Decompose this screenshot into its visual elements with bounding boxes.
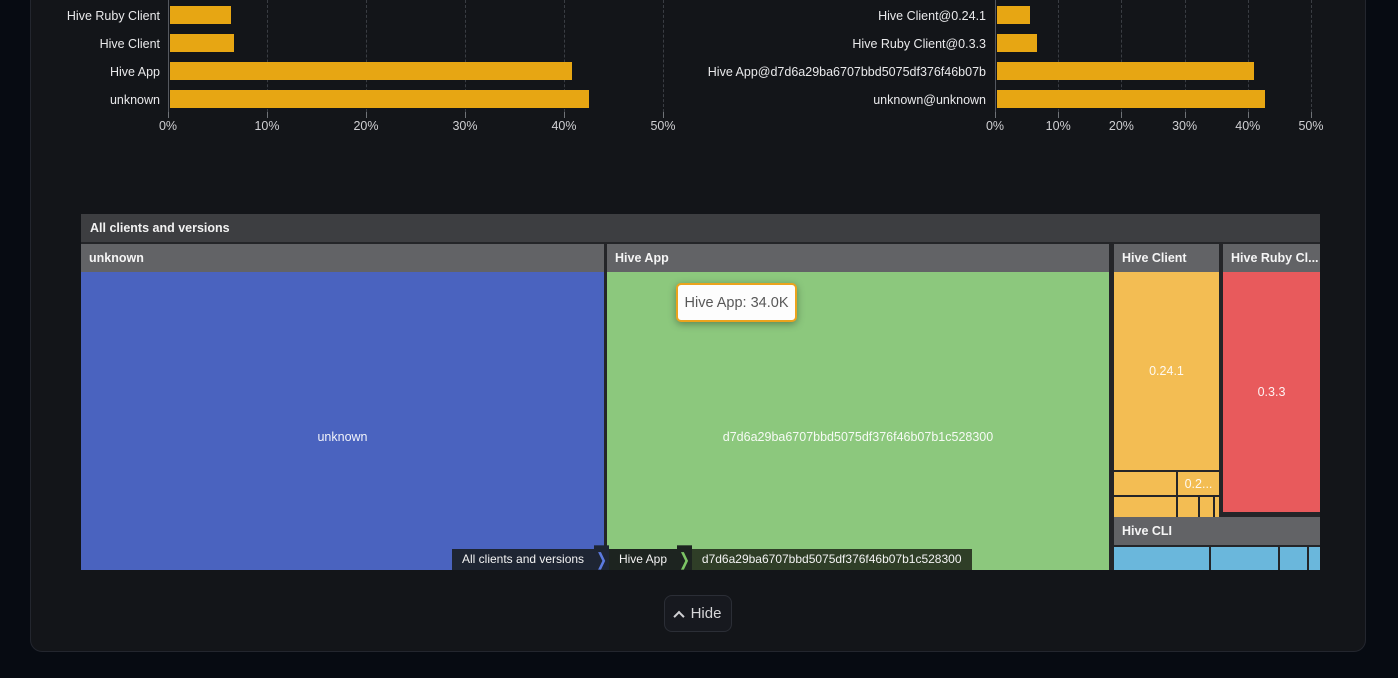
tick-mark (1058, 112, 1060, 118)
category-label: unknown (109, 93, 160, 107)
x-axis-tick-label: 0% (158, 119, 178, 133)
tick-mark (564, 112, 565, 118)
treemap-title[interactable]: All clients and versions (81, 214, 1320, 242)
category-label: Hive Ruby Client@0.3.3 (852, 37, 986, 51)
treemap-tile-label: 0.2... (1184, 476, 1213, 491)
tooltip: Hive App: 34.0K (676, 283, 797, 322)
treemap-tile-label: 0. (1288, 568, 1298, 571)
x-axis-tick-label: 40% (1235, 119, 1261, 133)
tick-mark (995, 112, 996, 118)
treemap-tile[interactable] (1114, 497, 1176, 520)
treemap-tile[interactable] (1178, 497, 1198, 520)
gridline (1121, 0, 1123, 112)
treemap-tile-label: 0.24.1 (1149, 364, 1184, 378)
breadcrumb-item[interactable]: d7d6a29ba6707bbd5075df376f46b07b1c528300 (691, 549, 972, 570)
category-label: Hive Client@0.24.1 (878, 9, 986, 23)
bar[interactable] (170, 34, 235, 52)
gridline (168, 0, 169, 112)
treemap-section-header[interactable]: Hive Ruby Cl... (1223, 244, 1320, 272)
bar[interactable] (170, 90, 589, 108)
gridline (1058, 0, 1060, 112)
x-axis-tick-label: 10% (254, 119, 280, 133)
tick-mark (1184, 112, 1186, 118)
treemap-tile[interactable]: 0. (1280, 547, 1307, 570)
bar[interactable] (997, 90, 1265, 108)
gridline (267, 0, 268, 112)
tick-mark (465, 112, 466, 118)
hide-button[interactable]: Hide (664, 595, 732, 632)
treemap-section-header[interactable]: Hive Client (1114, 244, 1219, 272)
gridline (1247, 0, 1249, 112)
hide-button-label: Hide (690, 605, 722, 622)
treemap-tile[interactable]: 0.24.1 (1114, 272, 1219, 470)
chevron-right-icon: ❯ (677, 545, 692, 570)
gridline (564, 0, 565, 112)
treemap: All clients and versions unknown unknown H… (81, 214, 1320, 570)
treemap-tile[interactable] (1215, 497, 1219, 520)
x-axis-tick-label: 10% (1045, 119, 1071, 133)
bar[interactable] (997, 34, 1037, 52)
x-axis-tick-label: 50% (1298, 119, 1324, 133)
bar[interactable] (997, 62, 1254, 80)
gridline (366, 0, 367, 112)
tick-mark (1121, 112, 1123, 118)
tick-mark (1247, 112, 1249, 118)
x-axis-tick-label: 40% (551, 119, 577, 133)
treemap-tile[interactable] (1114, 472, 1176, 495)
gridline (1311, 0, 1312, 112)
treemap-section-header[interactable]: Hive CLI (1114, 517, 1320, 545)
x-axis-tick-label: 0% (985, 119, 1005, 133)
category-label: Hive Client (99, 37, 160, 51)
x-axis-tick-label: 20% (353, 119, 379, 133)
treemap-tile[interactable]: 0.20.0 (1114, 547, 1209, 570)
treemap-tile[interactable] (1200, 497, 1213, 520)
category-label: Hive App@d7d6a29ba6707bbd5075df376f46b07… (707, 65, 986, 79)
x-axis-tick-label: 20% (1108, 119, 1134, 133)
treemap-tile-label: 0.20.0 (1144, 568, 1179, 571)
treemap-tile[interactable]: 0.3.3 (1223, 272, 1320, 512)
category-label: Hive Ruby Client (66, 9, 160, 23)
bar[interactable] (170, 62, 572, 80)
treemap-tile-label: d7d6a29ba6707bbd5075df376f46b07b1c528300 (722, 430, 994, 444)
tick-mark (267, 112, 268, 118)
gridline (465, 0, 466, 112)
treemap-tile[interactable]: 0.22.0 (1211, 547, 1278, 570)
tick-mark (1311, 112, 1312, 118)
treemap-section-header[interactable]: Hive App (607, 244, 1109, 272)
x-axis-tick-label: 30% (1172, 119, 1198, 133)
category-label: Hive App (109, 65, 160, 79)
bar[interactable] (170, 6, 232, 24)
category-label: unknown@unknown (873, 93, 986, 107)
treemap-tile[interactable] (1309, 547, 1320, 570)
treemap-tile-label: unknown (317, 430, 368, 444)
gridline (995, 0, 996, 112)
tick-mark (168, 112, 169, 118)
chevron-right-icon: ❯ (594, 545, 609, 570)
x-axis-tick-label: 50% (650, 119, 676, 133)
tick-mark (366, 112, 367, 118)
breadcrumb-item[interactable]: All clients and versions (452, 549, 595, 570)
bar[interactable] (997, 6, 1031, 24)
treemap-tile[interactable]: unknown (81, 272, 604, 570)
tick-mark (663, 112, 664, 118)
gridline (663, 0, 664, 112)
tooltip-text: Hive App: 34.0K (684, 294, 789, 311)
treemap-tile-label: 0.22.0 (1227, 568, 1262, 571)
breadcrumb: All clients and versions ❯ Hive App ❯ d7d6a2… (452, 545, 972, 570)
x-axis-tick-label: 30% (452, 119, 478, 133)
breadcrumb-item[interactable]: Hive App (608, 549, 677, 570)
chevron-up-icon (672, 610, 685, 623)
treemap-tile[interactable]: 0.2... (1178, 472, 1219, 495)
treemap-tile-label: 0.3.3 (1257, 385, 1286, 399)
treemap-section-header[interactable]: unknown (81, 244, 604, 272)
gridline (1184, 0, 1186, 112)
bar-charts-row: 0% 10% 20% 30% 40% 50% Hive Ruby Client Hive Cl… (0, 0, 1398, 145)
